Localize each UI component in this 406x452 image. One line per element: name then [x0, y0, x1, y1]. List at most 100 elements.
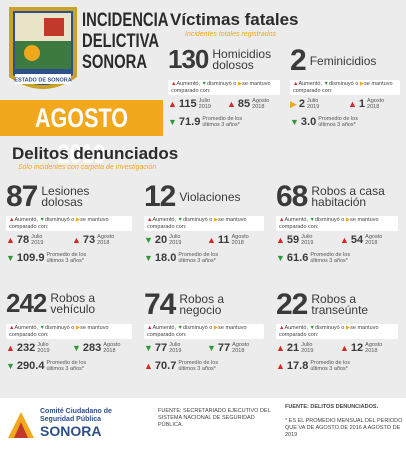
period: AGOSTO 2019: [34, 103, 129, 169]
card-head: 130 Homicidios dolosos: [168, 44, 271, 75]
trend-icon: ▲: [168, 99, 177, 109]
comparison: ▼ 77 Agosto 2018: [207, 342, 254, 354]
legend-text: se mantuvo comparado con:: [279, 217, 379, 230]
section-title: Víctimas fatales: [170, 10, 299, 29]
card: 22 Robos a transeúnte ▲Aumentó, ▼disminuyó …: [272, 286, 404, 386]
legend-icon: ▶: [345, 217, 351, 223]
legend-icon: ▼: [39, 325, 45, 331]
card: 2 Feminicidios ▲Aumentó, ▼disminuyó o ▶se …: [286, 42, 406, 142]
section-subtitle: Incidentes totales registrados: [185, 31, 277, 38]
comparison-value: 1: [358, 98, 366, 110]
trend-icon: ▲: [6, 235, 15, 245]
comparison-label: Promedio de los últimos 3 años*: [310, 360, 351, 372]
comparison-value: 2: [298, 98, 306, 110]
card-label-line: dolosos: [212, 57, 254, 72]
legend-text: se mantuvo comparado con:: [171, 81, 271, 94]
comparison-value: 115: [178, 98, 197, 110]
comparison-value: 85: [237, 98, 251, 110]
trend-icon: ▲: [207, 235, 216, 245]
legend-icon: ▶: [345, 325, 351, 331]
trend-icon: ▼: [144, 343, 153, 353]
header-title-line: SONORA: [82, 52, 148, 73]
comparison: ▲ 73 Agosto 2018: [72, 234, 119, 246]
card: 12 Violaciones ▲Aumentó, ▼disminuyó o ▶se …: [140, 178, 270, 278]
legend-text: se mantuvo comparado con:: [147, 325, 247, 338]
trend-icon: ▲: [276, 235, 285, 245]
legend-icon: ▲: [9, 217, 15, 223]
card-label: Robos a negocio: [179, 292, 225, 316]
legend-text: disminuyó o: [182, 217, 213, 223]
footer-logo: [8, 412, 34, 438]
card-label-line: Lesiones: [41, 184, 90, 198]
comparison-value: 78: [16, 234, 30, 246]
card-head: 2 Feminicidios: [290, 44, 376, 78]
card-head: 22 Robos a transeúnte: [276, 288, 368, 322]
comparison-value: 71.9: [178, 116, 201, 128]
comparison: ▲ 21 Julio 2019: [276, 342, 323, 354]
legend-text: Aumentó,: [14, 217, 38, 223]
header-title: INCIDENCIA DELICTIVA SONORA: [82, 10, 168, 73]
legend-text: Aumentó,: [152, 217, 176, 223]
shield: ESTADO DE SONORA: [9, 7, 77, 89]
footer-org-line: SONORA: [40, 423, 102, 439]
card: 68 Robos a casa habitación ▲Aumentó, ▼dismi…: [272, 178, 404, 278]
legend-icon: ▶: [75, 325, 81, 331]
comparison-label: Promedio de los últimos 3 años*: [202, 116, 243, 128]
legend: ▲Aumentó, ▼disminuyó o ▶se mantuvo compa…: [168, 80, 280, 95]
comparison-value: 232: [16, 342, 36, 354]
comparison: ▼ 283 Agosto 2018: [72, 342, 125, 354]
card-label: Feminicidios: [309, 53, 377, 68]
footer-org-line: Comité Ciudadano de: [40, 408, 112, 415]
section-subtitle: Sólo incidentes con carpeta de investiga…: [18, 164, 157, 171]
legend-text: disminuyó o: [44, 217, 75, 223]
trend-icon: ▼: [290, 117, 299, 127]
card-label-line: Feminicidios: [309, 53, 377, 68]
period-banner: AGOSTO 2019: [0, 100, 163, 169]
card-label-line: Robos a: [179, 292, 225, 306]
legend-icon: ▶: [213, 325, 219, 331]
comparison-value: 20: [154, 234, 168, 246]
comparison: ▲ 70.7 Promedio de los últimos 3 años*: [144, 360, 224, 372]
card-label: Robos a vehículo: [50, 292, 95, 315]
card-number: 130: [168, 44, 209, 74]
comparison-label: Agosto 2018: [103, 342, 121, 354]
card-number: 242: [6, 288, 47, 318]
trend-icon: ▲: [72, 235, 81, 245]
legend-icon: ▼: [177, 217, 183, 223]
trend-icon: ▲: [6, 343, 15, 353]
card-head: 68 Robos a casa habitación: [276, 180, 385, 214]
trend-icon: ▲: [276, 361, 285, 371]
comparison-value: 290.4: [16, 360, 45, 372]
legend-icon: ▲: [147, 217, 153, 223]
comparison: ▶ 2 Julio 2019: [290, 98, 329, 110]
legend-icon: ▼: [309, 325, 315, 331]
comparison-value: 59: [286, 234, 300, 246]
comparison: ▼ 20 Julio 2019: [144, 234, 191, 246]
legend-text: se mantuvo comparado con:: [147, 217, 247, 230]
comparison-label: Julio 2019: [31, 234, 44, 246]
trend-icon: ▼: [6, 253, 15, 263]
card-head: 12 Violaciones: [144, 180, 241, 214]
legend-icon: ▲: [147, 325, 153, 331]
comparison-label: Agosto 2018: [232, 342, 250, 354]
card-label: Homicidios dolosos: [212, 46, 272, 72]
legend-text: disminuyó o: [314, 217, 345, 223]
legend-text: Aumentó,: [298, 81, 322, 87]
footer-note: * ES EL PROMEDIO MENSUAL DEL PERIODO QUE…: [285, 418, 403, 438]
comparison: ▼ 109.9 Promedio de los últimos 3 años*: [6, 252, 92, 264]
trend-icon: ▼: [207, 343, 216, 353]
comparison: ▼ 18.0 Promedio de los últimos 3 años*: [144, 252, 224, 264]
legend: ▲Aumentó, ▼disminuyó o ▶se mantuvo compa…: [290, 80, 400, 95]
legend-icon: ▲: [9, 325, 15, 331]
trend-icon: ▼: [6, 361, 15, 371]
trend-icon: ▼: [144, 253, 153, 263]
footer-source: FUENTE: SECRETARIADO EJECUTIVO DEL SISTE…: [158, 408, 271, 428]
comparison-label: Promedio de los últimos 3 años*: [46, 252, 87, 264]
trend-icon: ▲: [144, 361, 153, 371]
comparison-label: Agosto 2018: [365, 234, 383, 246]
comparison-label: Julio 2019: [307, 98, 320, 110]
comparison: ▲ 1 Agosto 2018: [348, 98, 389, 110]
trend-icon: ▲: [227, 99, 236, 109]
card-label-line: Homicidios: [212, 46, 272, 61]
comparison: ▲ 78 Julio 2019: [6, 234, 53, 246]
